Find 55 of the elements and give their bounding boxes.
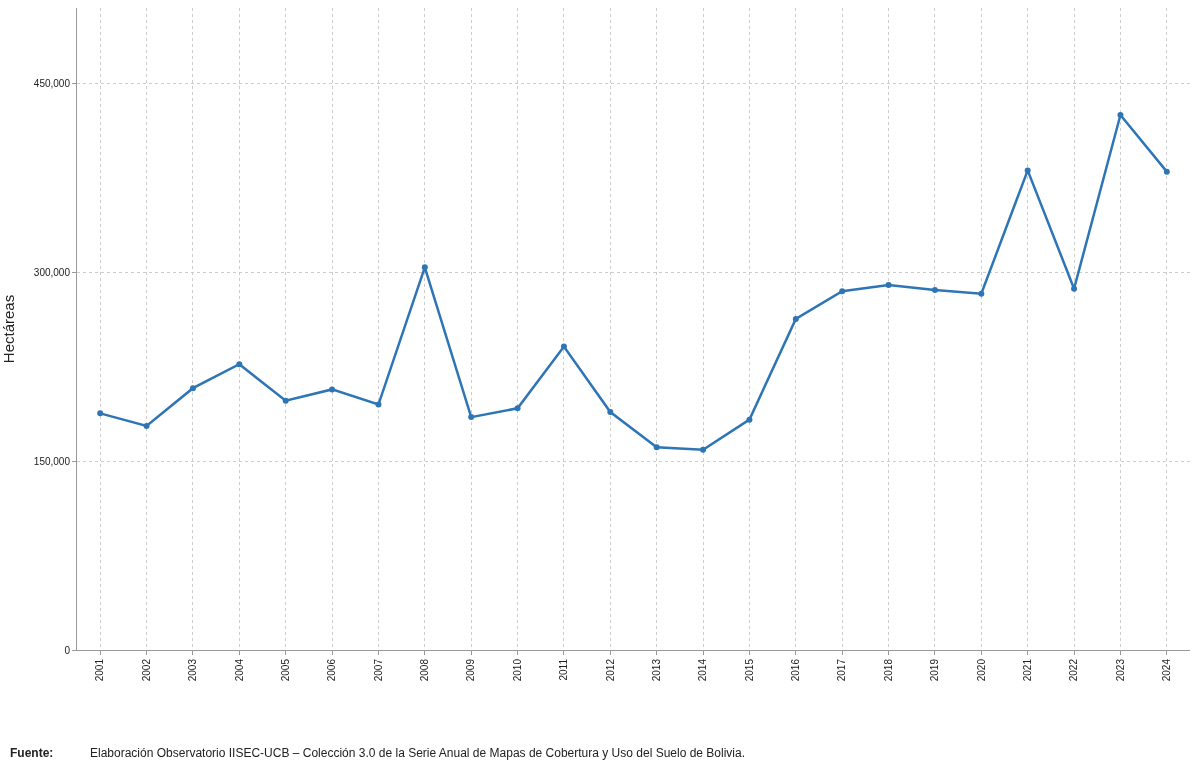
x-tick-label: 2014	[697, 658, 709, 682]
x-tick-label: 2021	[1021, 658, 1033, 682]
point	[421, 264, 428, 271]
y-tick-label: 300,000	[33, 266, 71, 278]
x-tick-label: 2009	[465, 658, 477, 682]
point	[375, 401, 382, 408]
point	[97, 410, 104, 417]
point	[468, 414, 475, 421]
x-tick-label: 2023	[1114, 658, 1126, 682]
x-tick-label: 2015	[743, 658, 755, 682]
x-tick-label: 2013	[650, 658, 662, 682]
x-tick-label: 2001	[94, 658, 106, 682]
y-tick-label: 450,000	[33, 78, 71, 90]
point	[978, 290, 985, 297]
point	[560, 343, 567, 350]
point	[653, 444, 660, 451]
point	[700, 446, 707, 453]
point	[282, 397, 289, 404]
point	[839, 288, 846, 295]
point	[1024, 167, 1031, 174]
point	[1071, 285, 1078, 292]
point	[143, 422, 150, 429]
x-tick-label: 2012	[604, 658, 616, 682]
x-tick-label: 2005	[279, 658, 291, 682]
x-tick-label: 2006	[326, 658, 338, 682]
point	[931, 286, 938, 293]
y-tick-label: 150,000	[33, 455, 71, 467]
x-tick-label: 2010	[511, 658, 523, 682]
x-tick-label: 2016	[790, 658, 802, 682]
point	[746, 416, 753, 423]
x-tick-label: 2011	[558, 658, 570, 681]
point	[792, 315, 799, 322]
x-tick-label: 2007	[372, 658, 384, 682]
x-tick-label: 2002	[140, 658, 152, 682]
x-tick-label: 2020	[975, 658, 987, 682]
x-tick-label: 2008	[419, 658, 431, 682]
point	[607, 409, 614, 416]
point	[329, 386, 336, 393]
point	[1163, 168, 1170, 175]
point	[885, 281, 892, 288]
x-tick-label: 2004	[233, 658, 245, 682]
source-note: Fuente:	[10, 746, 54, 760]
point	[236, 361, 243, 368]
point	[1117, 112, 1124, 118]
x-tick-label: 2018	[882, 658, 894, 682]
point	[189, 385, 196, 392]
point	[514, 405, 521, 412]
y-axis-title: Hectáreas	[0, 294, 18, 364]
text: Elaboración Observatorio IISEC-UCB – Colección 3.0 de la Serie Anual de Mapas de Cobertura y Uso del Suelo de Bolivia.	[90, 746, 746, 760]
y-tick-label: 0	[64, 644, 71, 656]
x-tick-label: 2003	[187, 658, 199, 682]
x-tick-label: 2022	[1068, 658, 1080, 682]
x-tick-label: 2024	[1161, 658, 1173, 682]
x-tick-label: 2019	[929, 658, 941, 682]
x-tick-label: 2017	[836, 658, 848, 682]
